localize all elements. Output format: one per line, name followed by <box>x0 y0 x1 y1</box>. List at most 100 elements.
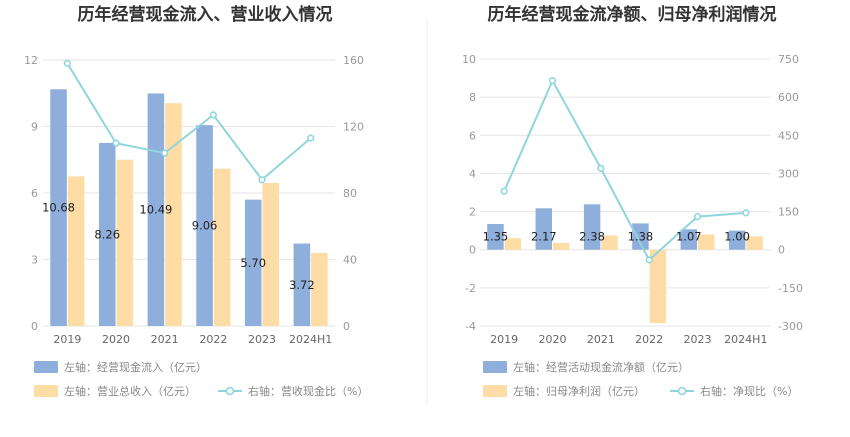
legend-marker <box>225 386 235 396</box>
legend-swatch <box>483 361 507 373</box>
left-axis-tick-label: 6 <box>31 187 38 200</box>
right-axis-tick-label: 300 <box>778 167 799 180</box>
x-axis-tick-label: 2023 <box>684 333 712 346</box>
left-axis-tick-label: 9 <box>31 121 38 134</box>
legend-label: 左轴：经营现金流入（亿元） <box>64 360 207 374</box>
data-label: 2.17 <box>531 230 557 244</box>
ratio-point <box>112 139 120 147</box>
bar-operating-cash-net <box>583 204 601 250</box>
left-axis-tick-label: 4 <box>469 167 476 180</box>
left-axis-tick-label: 12 <box>24 54 38 67</box>
bar-net-profit <box>504 238 522 250</box>
data-label: 10.68 <box>42 201 75 215</box>
x-axis-tick-label: 2019 <box>490 333 518 346</box>
x-axis-tick-label: 2024H1 <box>289 333 332 346</box>
data-label: 8.26 <box>94 227 120 241</box>
legend-label: 右轴：净现比（%） <box>700 384 798 398</box>
bar-operating-cash-net <box>632 223 649 250</box>
ratio-point <box>597 164 605 172</box>
right-axis-tick-label: 0 <box>778 244 785 257</box>
right-axis-tick-label: 160 <box>343 54 364 67</box>
right-axis-tick-label: 80 <box>343 187 357 200</box>
data-label: 10.49 <box>139 203 172 217</box>
bar-net-profit <box>649 249 667 324</box>
x-axis-tick-label: 2023 <box>248 333 276 346</box>
bar-operating-cash-net <box>680 229 697 250</box>
legend-swatch <box>34 385 58 397</box>
bar-cash-inflow <box>50 89 67 326</box>
left-axis-tick-label: 0 <box>469 244 476 257</box>
bar-cash-inflow <box>196 125 213 326</box>
right-axis-tick-label: 750 <box>778 53 799 66</box>
ratio-point <box>258 176 266 184</box>
right-axis-tick-label: 150 <box>778 206 799 219</box>
x-axis-tick-label: 2022 <box>635 333 663 346</box>
data-label: 1.00 <box>724 230 750 244</box>
data-label: 1.07 <box>676 230 702 244</box>
x-axis-tick-label: 2024H1 <box>724 333 767 346</box>
bar-total-revenue <box>262 183 280 326</box>
x-axis-tick-label: 2020 <box>102 333 130 346</box>
bar-operating-cash-net <box>728 230 746 250</box>
ratio-line <box>503 78 746 262</box>
left-axis-tick-label: -2 <box>465 282 476 295</box>
left-axis-tick-label: -4 <box>465 320 476 333</box>
bar-cash-inflow <box>98 142 116 326</box>
x-axis-tick-label: 2021 <box>151 333 179 346</box>
data-label: 9.06 <box>192 219 218 233</box>
x-axis-tick-label: 2022 <box>199 333 227 346</box>
left-axis-tick-label: 2 <box>469 206 476 219</box>
x-axis-tick-label: 2021 <box>587 333 615 346</box>
right-axis-tick-label: -150 <box>778 282 803 295</box>
data-label: 3.72 <box>289 278 315 292</box>
ratio-point <box>161 149 169 157</box>
ratio-point <box>500 187 508 195</box>
left-chart-title: 历年经营现金流入、营业收入情况 <box>78 4 333 25</box>
right-axis-tick-label: 0 <box>343 320 350 333</box>
left-axis-tick-label: 3 <box>31 254 38 267</box>
bar-net-profit <box>698 234 715 250</box>
bar-cash-inflow <box>293 243 311 326</box>
bar-operating-cash-net <box>487 223 504 250</box>
bar-total-revenue <box>116 159 134 326</box>
left-axis-tick-label: 0 <box>31 320 38 333</box>
bar-net-profit <box>746 236 763 250</box>
ratio-point <box>742 209 750 217</box>
legend-marker <box>677 386 687 396</box>
left-axis-tick-label: 8 <box>469 91 476 104</box>
right-chart-panel: 历年经营现金流净额、归母净利润情况 -4 -2 0 2 4 6 8 10 -300 -150 0 15… <box>462 4 803 398</box>
data-label: 1.38 <box>628 230 654 244</box>
right-axis-tick-label: 600 <box>778 91 799 104</box>
ratio-point <box>63 59 71 67</box>
left-axis-tick-label: 10 <box>462 53 476 66</box>
bar-net-profit <box>601 235 618 250</box>
data-label: 5.70 <box>240 256 266 270</box>
ratio-point <box>307 134 315 142</box>
right-axis-tick-label: -300 <box>778 320 803 333</box>
data-label: 2.38 <box>579 230 605 244</box>
legend-swatch <box>34 361 58 373</box>
legend-label: 左轴：经营活动现金流净额（亿元） <box>513 360 689 374</box>
ratio-point <box>645 256 653 264</box>
bar-net-profit <box>553 243 570 250</box>
ratio-point <box>693 213 702 221</box>
legend-label: 左轴：营业总收入（亿元） <box>64 384 196 398</box>
data-label: 1.35 <box>483 230 509 244</box>
x-axis-tick-label: 2020 <box>539 333 567 346</box>
bar-operating-cash-net <box>535 208 552 250</box>
x-axis-tick-label: 2019 <box>53 333 81 346</box>
legend-label: 右轴：营收现金比（%） <box>248 384 368 398</box>
bar-cash-inflow <box>244 199 262 326</box>
right-axis-tick-label: 120 <box>343 121 364 134</box>
legend-label: 左轴：归母净利润（亿元） <box>513 384 645 398</box>
right-chart-plot: -4 -2 0 2 4 6 8 10 -300 -150 0 150 300 450 600 750 2019 2… <box>462 53 803 398</box>
left-axis-tick-label: 6 <box>469 129 476 142</box>
ratio-point <box>209 111 217 119</box>
bar-total-revenue <box>165 103 182 326</box>
right-axis-tick-label: 450 <box>778 129 799 142</box>
bar-total-revenue <box>213 168 231 326</box>
bar-total-revenue <box>311 252 328 326</box>
